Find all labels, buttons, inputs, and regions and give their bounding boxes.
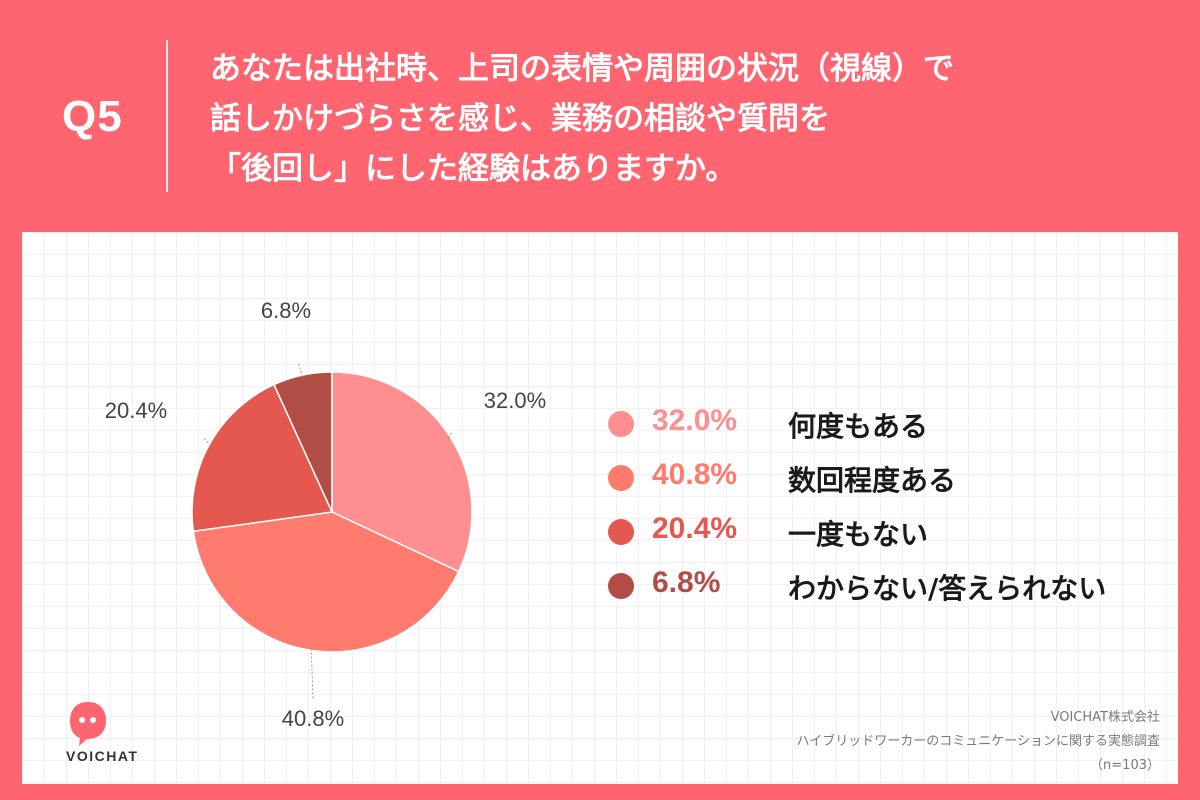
leader-line xyxy=(297,361,304,378)
legend-percentage: 20.4% xyxy=(652,512,738,545)
legend-item: 20.4% 一度もない xyxy=(608,508,1168,562)
legend-item: 6.8% わからない/答えられない xyxy=(608,562,1168,616)
question-line: 話しかけづらさを感じ、業務の相談や質問を xyxy=(210,101,830,137)
slice-value-label: 32.0% xyxy=(484,388,546,413)
chart-panel: 32.0% 40.8% 20.4% 6.8% 32.0% 何度もある 40.8% 数回… xyxy=(22,232,1178,784)
footer-source: VOICHAT株式会社 ハイブリッドワーカーのコミュニケーションに関する実態調査… xyxy=(797,706,1160,778)
legend-label: 数回程度ある xyxy=(788,464,957,497)
legend-item: 32.0% 何度もある xyxy=(608,400,1168,454)
footer-sample-size: （n=103） xyxy=(1090,758,1160,773)
footer-survey: ハイブリッドワーカーのコミュニケーションに関する実態調査 xyxy=(796,734,1160,749)
voichat-logo: VOICHAT xyxy=(48,696,137,776)
legend-percentage: 40.8% xyxy=(652,458,738,491)
question-header: Q5 あなたは出社時、上司の表情や周囲の状況（視線）で 話しかけづらさを感じ、業… xyxy=(0,0,1200,232)
pie-chart: 32.0% 40.8% 20.4% 6.8% xyxy=(105,298,546,731)
header-divider xyxy=(166,40,168,192)
brand-name: VOICHAT xyxy=(66,748,139,764)
question-text: あなたは出社時、上司の表情や周囲の状況（視線）で 話しかけづらさを感じ、業務の相… xyxy=(210,44,954,194)
legend-percentage: 6.8% xyxy=(652,566,721,599)
legend-percentage: 32.0% xyxy=(652,404,738,437)
legend-dot xyxy=(608,411,634,437)
slice-value-label: 6.8% xyxy=(261,298,311,323)
leader-line xyxy=(448,431,453,439)
voichat-logo-icon xyxy=(70,702,106,746)
question-line: 「後回し」にした経験はありますか。 xyxy=(210,151,737,187)
slice-value-label: 40.8% xyxy=(282,706,344,731)
question-line: あなたは出社時、上司の表情や周囲の状況（視線）で xyxy=(210,51,954,87)
leader-line xyxy=(310,648,314,701)
legend-label: わからない/答えられない xyxy=(788,572,1107,605)
slice-value-label: 20.4% xyxy=(105,398,167,423)
pie-slice xyxy=(191,383,334,533)
legend-label: 何度もある xyxy=(788,410,929,443)
legend-dot xyxy=(608,465,634,491)
legend-dot xyxy=(608,519,634,545)
leader-line xyxy=(203,437,212,446)
legend-item: 40.8% 数回程度ある xyxy=(608,454,1168,508)
legend-dot xyxy=(608,573,634,599)
question-number: Q5 xyxy=(62,92,123,141)
legend-label: 一度もない xyxy=(788,518,929,551)
pie-slice xyxy=(331,371,473,573)
legend: 32.0% 何度もある 40.8% 数回程度ある 20.4% 一度もない 6.8… xyxy=(608,400,1168,616)
footer-company: VOICHAT株式会社 xyxy=(1050,710,1160,725)
